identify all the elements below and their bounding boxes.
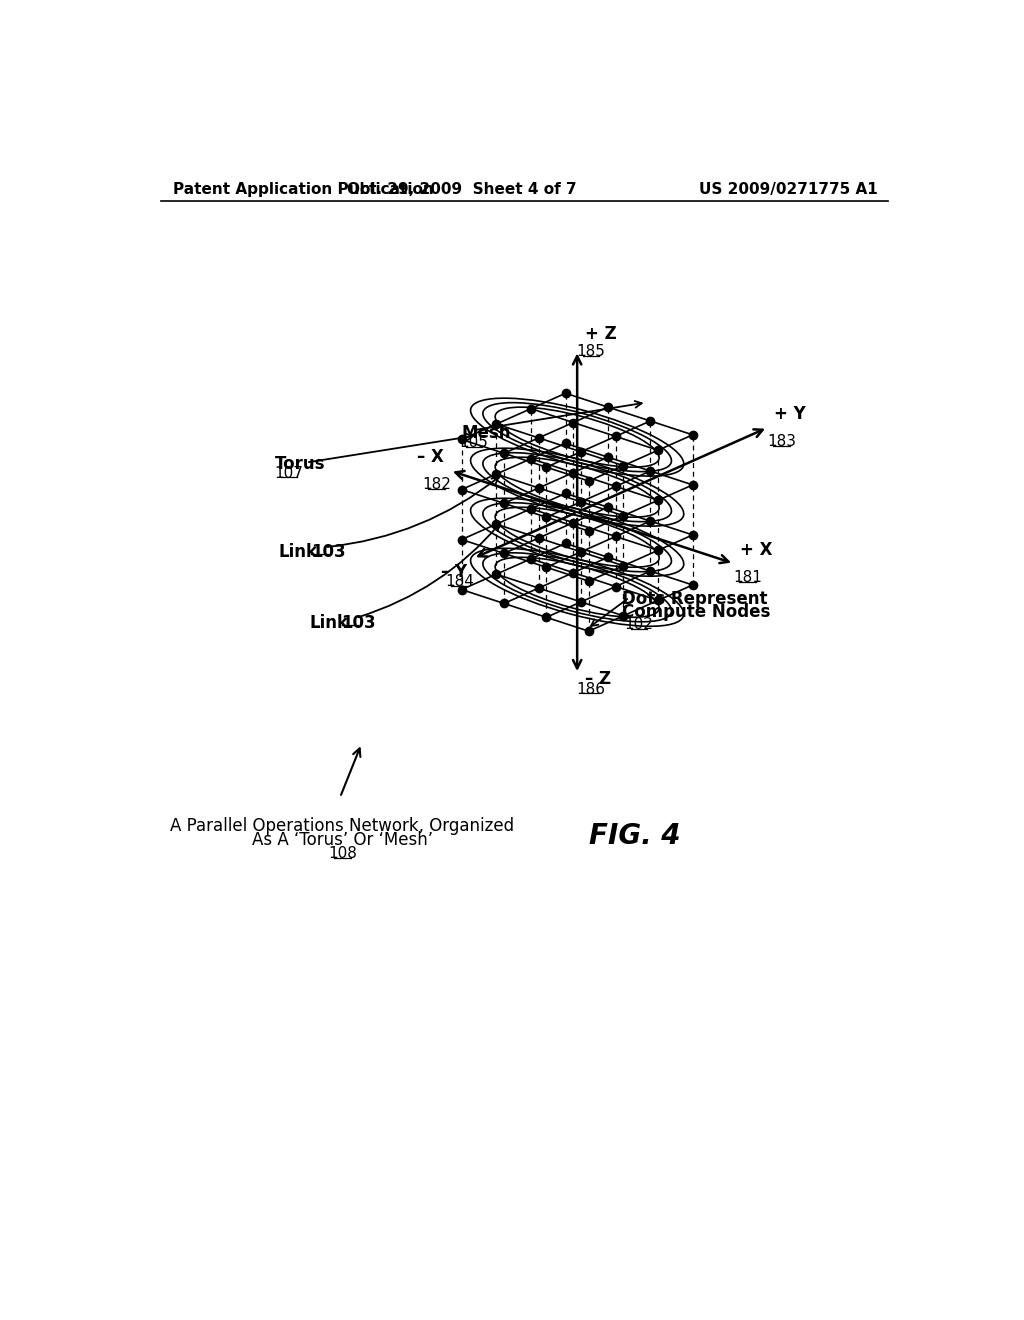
Text: 107: 107 <box>274 466 304 480</box>
Text: – Y: – Y <box>441 564 467 581</box>
Text: 184: 184 <box>444 574 474 589</box>
Text: Link: Link <box>279 544 317 561</box>
Text: 108: 108 <box>328 846 356 861</box>
Text: Mesh: Mesh <box>462 424 511 442</box>
Text: 182: 182 <box>422 477 451 492</box>
Text: 183: 183 <box>767 434 796 449</box>
Text: Oct. 29, 2009  Sheet 4 of 7: Oct. 29, 2009 Sheet 4 of 7 <box>347 182 577 197</box>
Text: – X: – X <box>417 447 444 466</box>
Text: 103: 103 <box>342 614 376 632</box>
Text: A Parallel Operations Network, Organized: A Parallel Operations Network, Organized <box>170 817 514 834</box>
Text: – Z: – Z <box>585 671 611 688</box>
Text: 105: 105 <box>460 434 488 450</box>
Text: 185: 185 <box>577 345 605 359</box>
Text: 102: 102 <box>625 618 653 632</box>
Text: US 2009/0271775 A1: US 2009/0271775 A1 <box>698 182 878 197</box>
Text: FIG. 4: FIG. 4 <box>589 822 680 850</box>
Text: Patent Application Publication: Patent Application Publication <box>173 182 433 197</box>
Text: + Y: + Y <box>774 405 806 422</box>
Text: 103: 103 <box>310 544 345 561</box>
Text: Dots Represent: Dots Represent <box>622 590 767 607</box>
Text: + Z: + Z <box>585 325 616 343</box>
Text: Link: Link <box>309 614 348 632</box>
Text: Torus: Torus <box>275 455 326 473</box>
Text: Compute Nodes: Compute Nodes <box>622 603 770 622</box>
Text: 186: 186 <box>577 681 605 697</box>
Text: As A ‘Torus’ Or ‘Mesh’: As A ‘Torus’ Or ‘Mesh’ <box>252 830 433 849</box>
Text: 181: 181 <box>733 570 762 585</box>
Text: + X: + X <box>740 541 772 558</box>
